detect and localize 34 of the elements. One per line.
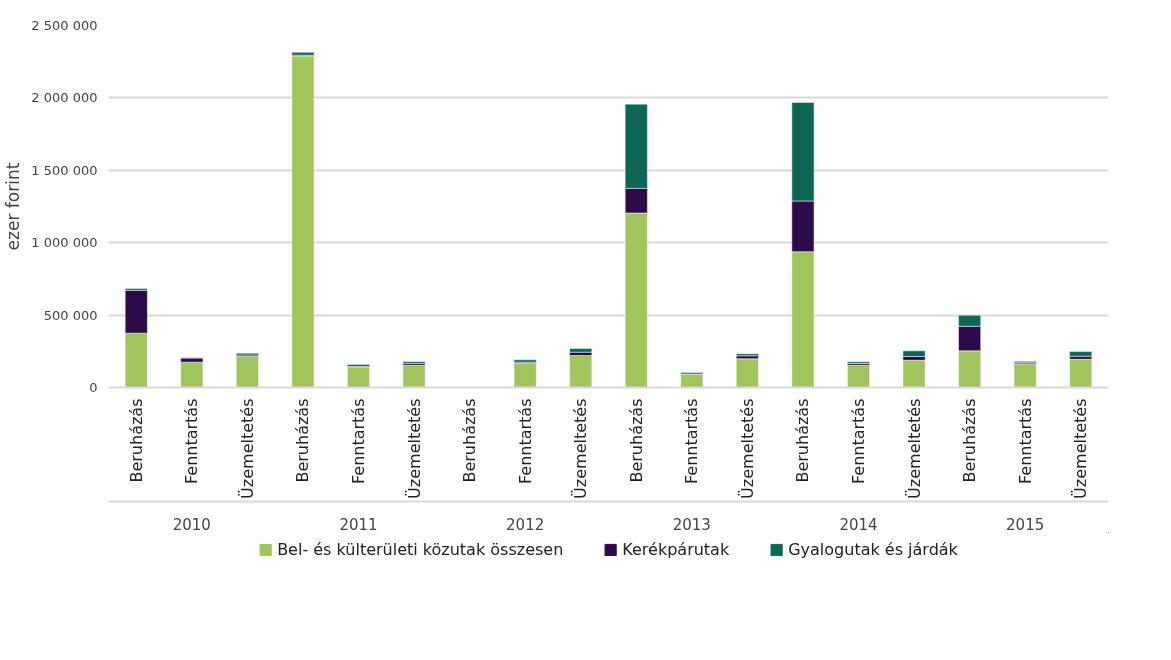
y-tick-label: 2 000 000 [31,90,98,106]
x-tick-label: Fenntartás [682,398,702,485]
text: 2015 [1006,515,1045,534]
legend-label: Kerékpárutak [622,539,730,559]
y-tick-label: 1 500 000 [31,162,98,178]
legend-label: Gyalogutak és járdák [788,539,958,559]
x-tick-label: Beruházás [960,398,980,483]
x-tick-label: Beruházás [793,398,813,483]
x-tick-label: Fenntartás [515,398,535,485]
x-tick-label: Fenntartás [1015,398,1035,485]
x-tick-label: Beruházás [293,398,313,483]
x-tick-label: Üzemeltetés [904,398,924,499]
x-tick-label: Beruházás [126,398,146,483]
text: 2010 [172,515,211,534]
text: 2013 [672,515,711,534]
x-tick-label: Fenntartás [182,398,202,485]
text: 2014 [839,515,878,534]
x-tick-label: Üzemeltetés [737,398,757,499]
text: 2012 [506,515,545,534]
y-tick-label: 0 [89,380,98,395]
x-tick-label: Üzemeltetés [237,398,257,499]
x-tick-label: Üzemeltetés [571,398,591,499]
y-tick-label: 2 500 000 [31,18,98,33]
y-tick-label: 500 000 [43,307,98,323]
x-tick-label: Üzemeltetés [404,398,424,499]
y-tick-label: 1 000 000 [31,235,98,251]
x-tick-label: Beruházás [460,398,480,483]
x-tick-label: Üzemeltetés [1071,398,1091,499]
x-tick-label: Beruházás [626,398,646,483]
y-axis-title: ezer forint [3,162,24,251]
text: 2011 [339,515,378,534]
x-tick-label: Fenntartás [349,398,368,485]
x-tick-label: Fenntartás [849,398,868,485]
legend-label: Bel- és külterületi közutak összesen [277,539,564,559]
